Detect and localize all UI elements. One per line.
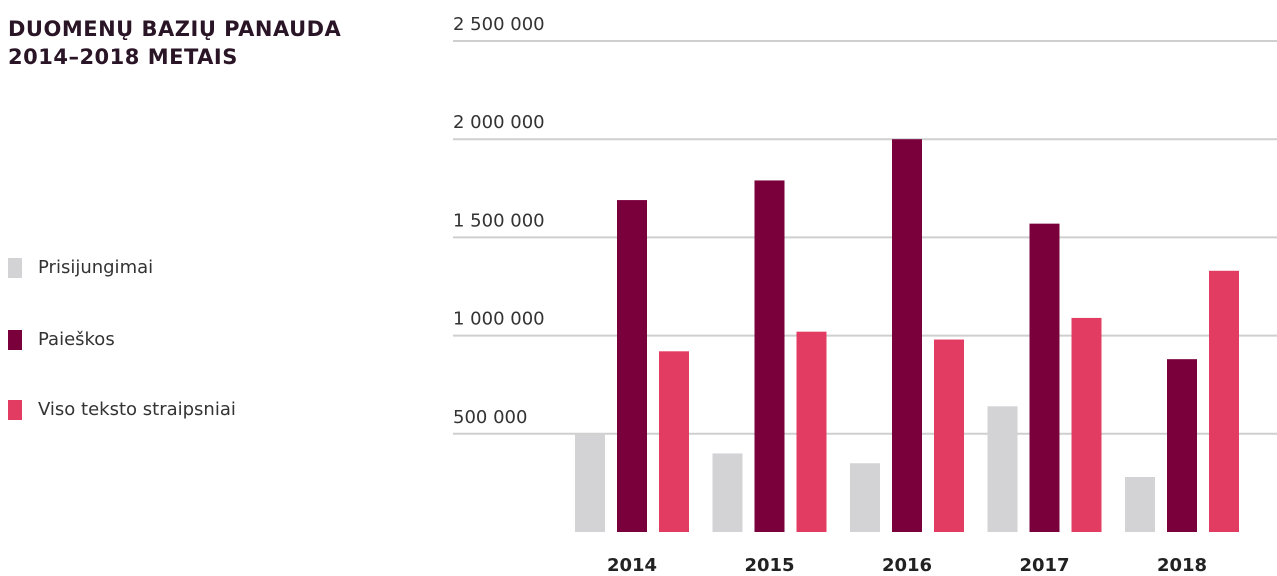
legend-label: Paieškos — [38, 329, 115, 350]
bar — [1209, 270, 1239, 532]
chart-title: DUOMENŲ BAZIŲ PANAUDA — [8, 17, 342, 41]
bar — [987, 406, 1018, 532]
bar — [1125, 477, 1155, 532]
bar — [575, 433, 605, 532]
y-tick-label: 1 500 000 — [453, 210, 545, 231]
legend-swatch — [8, 400, 22, 420]
bar — [1071, 317, 1102, 532]
chart-title: 2014–2018 METAIS — [8, 45, 238, 69]
x-tick-label: 2017 — [1019, 555, 1069, 576]
y-tick-label: 500 000 — [453, 407, 527, 428]
bar — [796, 331, 827, 532]
y-tick-label: 2 500 000 — [453, 14, 545, 35]
x-tick-label: 2015 — [744, 555, 794, 576]
bar — [754, 180, 785, 532]
bar — [850, 463, 880, 532]
legend-swatch — [8, 258, 22, 278]
legend-label: Prisijungimai — [38, 257, 153, 278]
x-tick-label: 2014 — [607, 555, 657, 576]
x-tick-label: 2018 — [1157, 555, 1207, 576]
bar — [617, 200, 647, 533]
legend-label: Viso teksto straipsniai — [38, 399, 236, 420]
bar — [712, 453, 743, 532]
legend-swatch — [8, 330, 22, 350]
bar — [892, 139, 922, 532]
bar — [934, 339, 964, 532]
y-tick-label: 2 000 000 — [453, 112, 545, 133]
bar — [1029, 223, 1060, 533]
y-tick-label: 1 000 000 — [453, 309, 545, 330]
bar — [659, 351, 689, 532]
bar — [1167, 359, 1197, 532]
x-tick-label: 2016 — [882, 555, 932, 576]
